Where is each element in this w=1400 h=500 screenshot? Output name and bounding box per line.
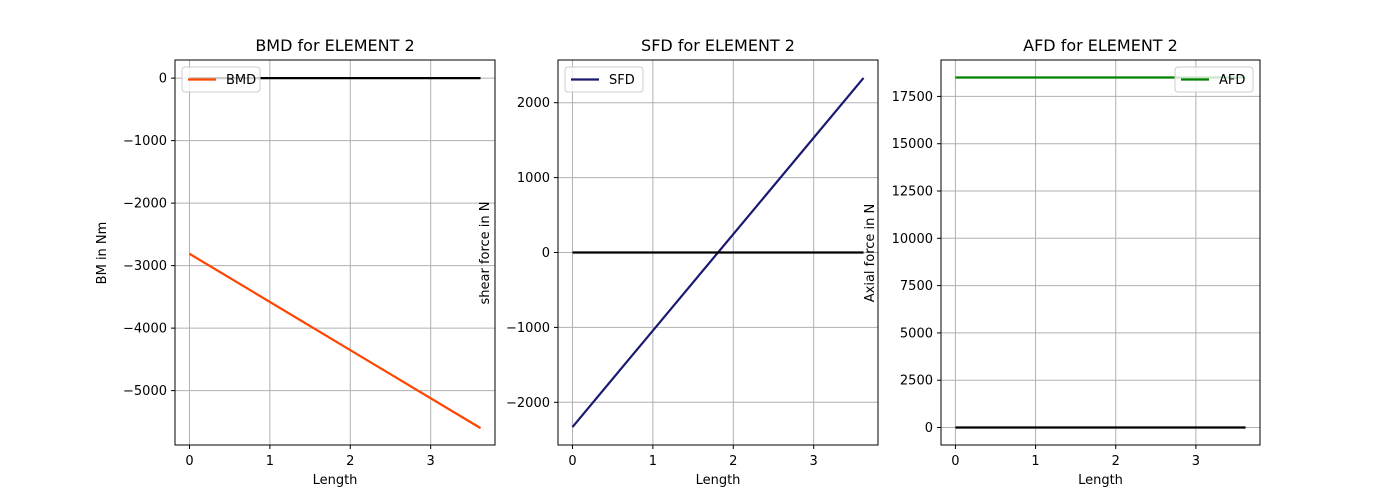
x-axis-label: Length [313, 473, 358, 488]
legend-box [181, 66, 261, 93]
x-tick-label: 1 [1031, 454, 1039, 469]
y-tick-label: −4000 [123, 322, 167, 337]
axes-frame [940, 59, 1261, 446]
y-tick-label: −1000 [506, 321, 550, 336]
y-tick-label: 17500 [892, 90, 933, 105]
axes-frame [557, 59, 879, 446]
chart-title: BMD for ELEMENT 2 [255, 36, 414, 55]
x-axis-label: Length [1078, 473, 1123, 488]
axes-frame [174, 59, 496, 446]
chart-title: AFD for ELEMENT 2 [1023, 36, 1178, 55]
x-tick-label: 3 [810, 454, 818, 469]
chart-title: SFD for ELEMENT 2 [641, 36, 795, 55]
x-tick-label: 0 [568, 454, 576, 469]
y-tick-label: 0 [542, 246, 550, 261]
y-tick-label: 15000 [892, 137, 933, 152]
y-tick-label: 2500 [900, 374, 933, 389]
y-tick-label: 1000 [517, 171, 550, 186]
y-tick-label: −1000 [123, 134, 167, 149]
subplot-1: 0 1 2 3 0 −1000 −2000 −3000 −4000 −5000 BMD for EL… [95, 36, 496, 488]
y-axis-label: BM in Nm [95, 222, 110, 285]
x-axis-label: Length [696, 473, 741, 488]
legend: AFD [1174, 66, 1254, 93]
y-tick-label: −5000 [123, 384, 167, 399]
x-tick-label: 3 [427, 454, 435, 469]
legend-box [1174, 66, 1254, 93]
x-tick-label: 1 [266, 454, 274, 469]
x-tick-label: 2 [729, 454, 737, 469]
subplot-3: 0 1 2 3 17500 15000 12500 10000 7500 5000 2500 0 AFD… [863, 36, 1261, 488]
subplot-2: 0 1 2 3 2000 1000 0 −1000 −2000 SFD for ELEMENT 2… [478, 36, 879, 488]
x-tick-label: 0 [185, 454, 193, 469]
y-tick-label: 7500 [900, 279, 933, 294]
x-tick-label: 1 [649, 454, 657, 469]
y-axis-label: shear force in N [478, 201, 493, 304]
legend: BMD [181, 66, 261, 93]
x-tick-label: 0 [951, 454, 959, 469]
legend: SFD [564, 66, 644, 93]
y-tick-label: −3000 [123, 259, 167, 274]
x-tick-label: 3 [1192, 454, 1200, 469]
y-axis-label: Axial force in N [863, 204, 878, 302]
y-tick-label: 12500 [892, 185, 933, 200]
bmd-series-line [188, 252, 482, 430]
legend-box [564, 66, 644, 93]
y-tick-label: 2000 [517, 96, 550, 111]
legend-label: AFD [1219, 73, 1245, 88]
x-tick-label: 2 [1112, 454, 1120, 469]
y-tick-label: 5000 [900, 326, 933, 341]
y-tick-label: 0 [159, 72, 167, 87]
y-tick-label: 0 [925, 421, 933, 436]
legend-label: BMD [226, 73, 256, 88]
y-tick-label: 10000 [892, 232, 933, 247]
legend-label: SFD [609, 73, 635, 88]
y-tick-label: −2000 [506, 396, 550, 411]
x-tick-label: 2 [346, 454, 354, 469]
y-tick-label: −2000 [123, 197, 167, 212]
